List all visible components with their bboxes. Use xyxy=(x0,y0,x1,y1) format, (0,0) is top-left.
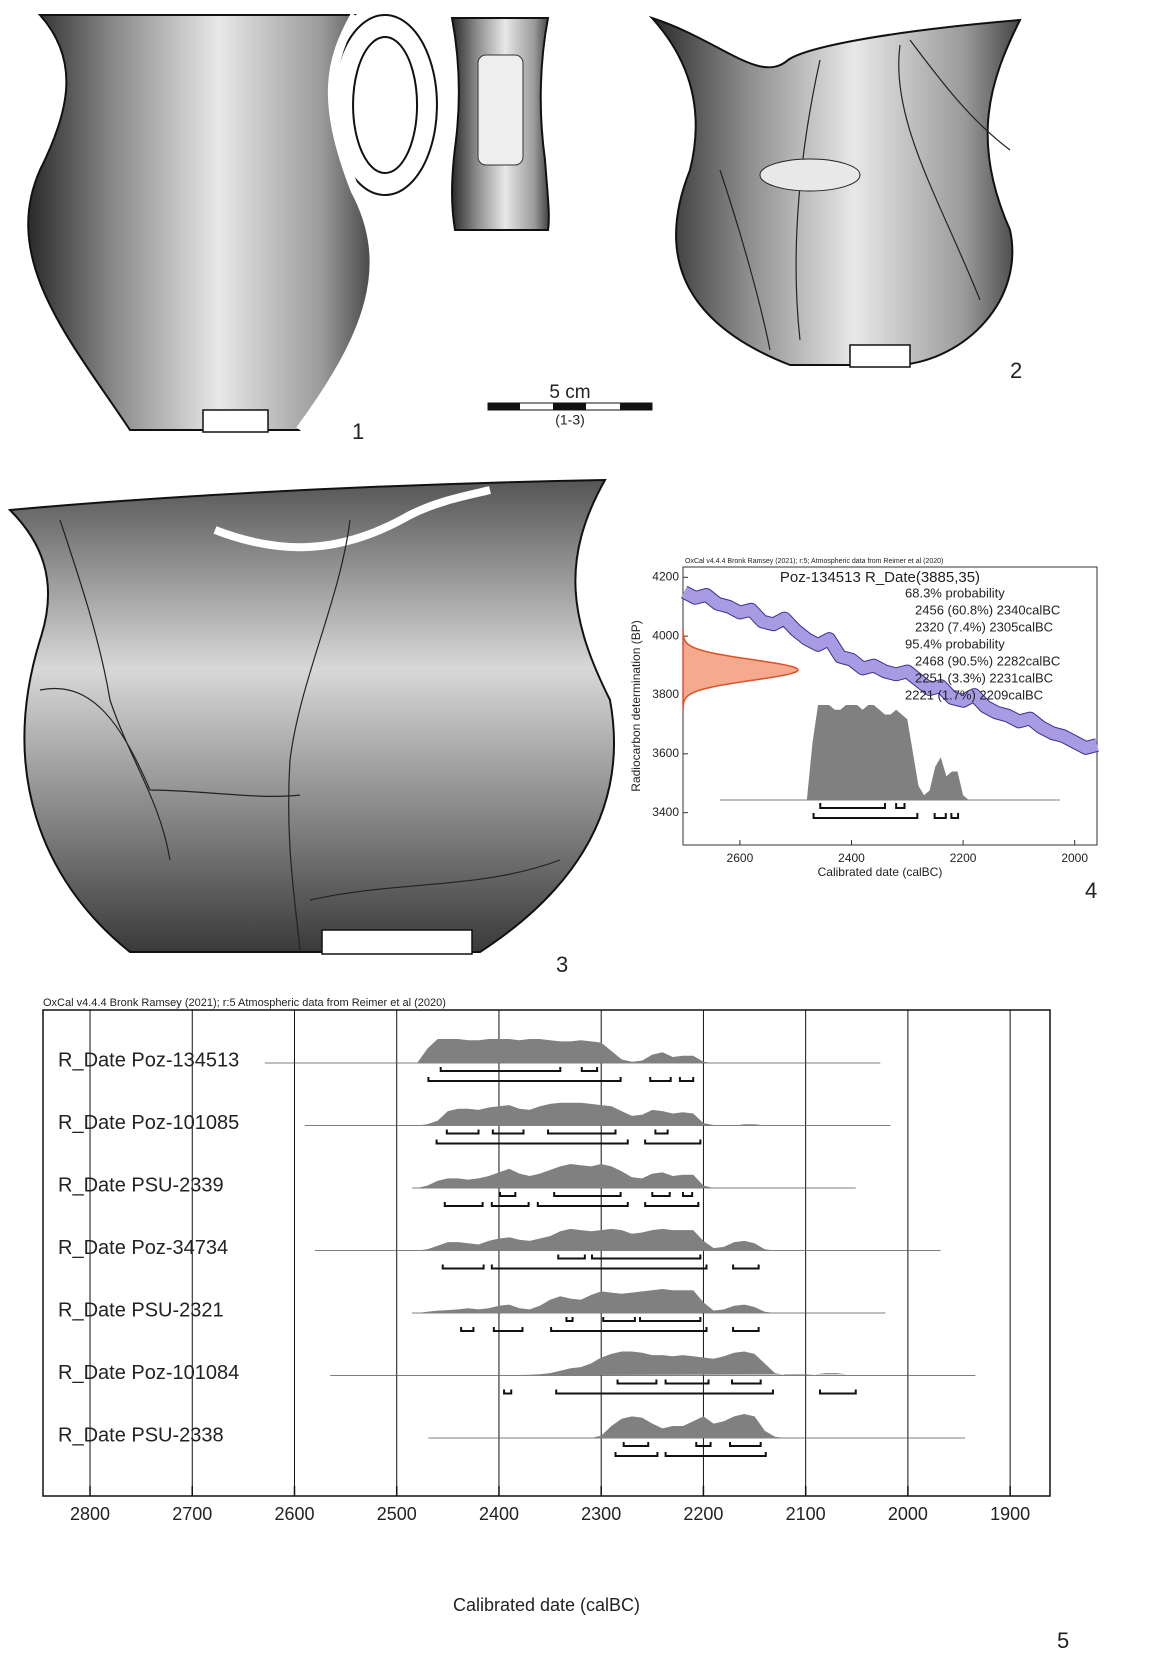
chart-title: Poz-134513 R_Date(3885,35) xyxy=(780,569,980,586)
scale-bar xyxy=(488,403,652,410)
x-tick-label: 2100 xyxy=(786,1504,826,1524)
x-axis-label: Calibrated date (calBC) xyxy=(818,865,943,879)
x-tick-label: 2400 xyxy=(838,851,865,865)
figure: 1 2 5 cm (1-3) 3 OxCal v4.4.4 Bronk Rams… xyxy=(0,0,1165,1659)
chart-header: OxCal v4.4.4 Bronk Ramsey (2021); r:5; A… xyxy=(685,558,943,565)
legend-entry: R_Date PSU-2321 xyxy=(58,1299,224,1321)
x-tick-label: 2800 xyxy=(70,1504,110,1524)
x-tick-label: 2400 xyxy=(479,1504,519,1524)
y-tick-label: 4000 xyxy=(652,628,679,642)
legend-entry: R_Date PSU-2338 xyxy=(58,1424,224,1446)
annotation: 68.3% probability xyxy=(905,585,1005,600)
x-tick-label: 2000 xyxy=(888,1504,928,1524)
scale-label: 5 cm xyxy=(549,382,590,403)
y-tick-label: 4200 xyxy=(652,569,679,583)
annotation: 2468 (90.5%) 2282calBC xyxy=(915,653,1060,668)
drawing-label: 2 xyxy=(1010,358,1022,383)
annotation: 2320 (7.4%) 2305calBC xyxy=(915,619,1053,634)
annotation: 2221 (1.7%) 2209calBC xyxy=(905,687,1043,702)
annotation: 95.4% probability xyxy=(905,636,1005,651)
annotation: 2251 (3.3%) 2231calBC xyxy=(915,670,1053,685)
drawing-label: 3 xyxy=(556,952,568,977)
x-axis-label: Calibrated date (calBC) xyxy=(453,1595,640,1615)
pot-drawing-3 xyxy=(10,480,614,954)
x-tick-label: 2600 xyxy=(727,851,754,865)
panel-label: 5 xyxy=(1057,1628,1069,1653)
annotation: 2456 (60.8%) 2340calBC xyxy=(915,602,1060,617)
x-tick-label: 2700 xyxy=(172,1504,212,1524)
x-tick-label: 2500 xyxy=(377,1504,417,1524)
x-tick-label: 1900 xyxy=(990,1504,1030,1524)
x-tick-label: 2300 xyxy=(581,1504,621,1524)
x-tick-label: 2000 xyxy=(1061,851,1088,865)
legend-entry: R_Date Poz-134513 xyxy=(58,1049,239,1071)
x-tick-label: 2200 xyxy=(950,851,977,865)
y-tick-label: 3800 xyxy=(652,687,679,701)
legend-entry: R_Date Poz-101084 xyxy=(58,1362,239,1384)
y-axis-label: Radiocarbon determination (BP) xyxy=(629,620,643,791)
drawing-label: 1 xyxy=(352,419,364,444)
pot-drawing-2 xyxy=(652,18,1020,367)
y-tick-label: 3600 xyxy=(652,746,679,760)
scale-note: (1-3) xyxy=(555,412,585,428)
y-tick-label: 3400 xyxy=(652,805,679,819)
legend-entry: R_Date Poz-34734 xyxy=(58,1237,228,1259)
panel-label: 4 xyxy=(1085,878,1097,903)
legend-entry: R_Date PSU-2339 xyxy=(58,1174,224,1196)
chart-header: OxCal v4.4.4 Bronk Ramsey (2021); r:5 At… xyxy=(43,997,446,1009)
x-tick-label: 2200 xyxy=(683,1504,723,1524)
pot-drawing-1 xyxy=(28,15,549,432)
x-tick-label: 2600 xyxy=(274,1504,314,1524)
legend-entry: R_Date Poz-101085 xyxy=(58,1112,239,1134)
